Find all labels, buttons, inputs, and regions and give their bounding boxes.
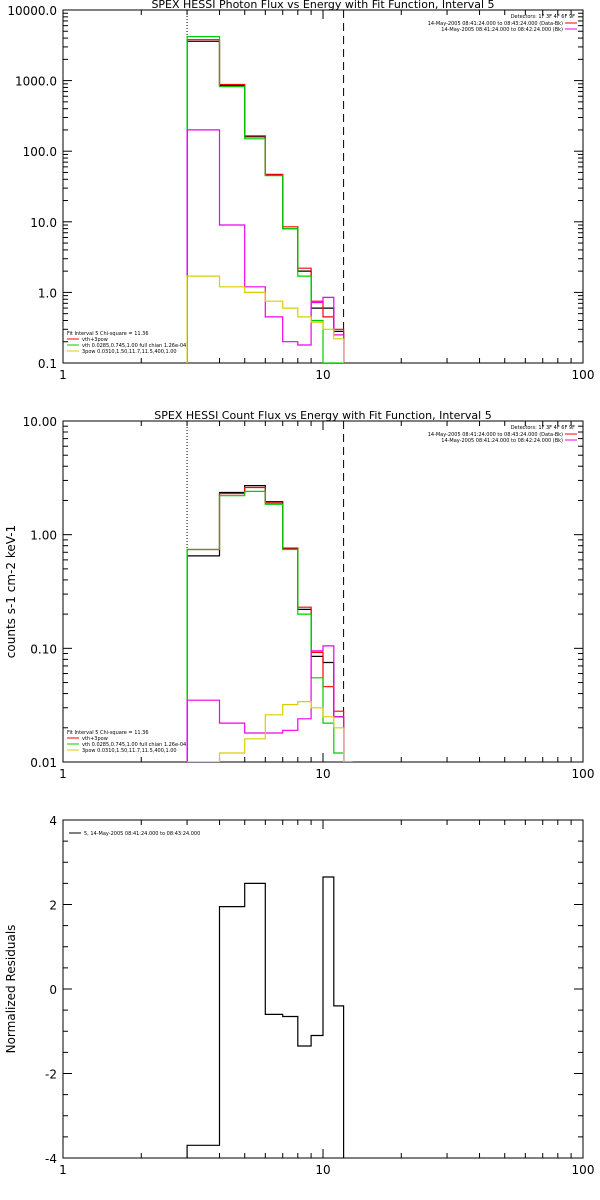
fit-legend-text: vth 0.0285,0.745,1.00 full chian 1.26e-0… [82,343,186,349]
y-axis-label: counts s-1 cm-2 keV-1 [4,525,18,658]
y-tick-label: 10.00 [23,415,57,429]
series-line-1 [186,876,345,1158]
series-line-5 [187,701,353,762]
x-tick-label: 1 [59,368,67,382]
fit-legend-text: vth+3pow [82,337,108,343]
x-tick-label: 1 [59,767,67,781]
y-tick-label: 10.0 [30,216,57,230]
time-label: 14-May-2005 08:41:24.000 to 08:42:24.000… [441,438,563,444]
x-tick-label: 10 [315,767,330,781]
fit-legend-text: vth+3pow [82,736,108,742]
y-tick-label: 100.0 [23,145,57,159]
fit-legend-text: 3pow 0.0310,1.50,11.7,11.5,400,1.00 [82,349,177,355]
y-tick-label: 0 [49,983,57,997]
y-tick-label: 1.0 [38,286,57,300]
series-line-4 [186,645,353,762]
fit-legend-text: Fit Interval 5 Chi-square = 11.36 [67,331,149,337]
time-label: 14-May-2005 08:41:24.000 to 08:42:24.000… [441,27,563,33]
y-tick-label: 0.01 [30,756,57,770]
x-tick-label: 100 [572,1163,595,1177]
y-tick-label: -4 [45,1152,57,1166]
fit-legend-text: 3pow 0.0310,1.50,11.7,11.5,400,1.00 [82,748,177,754]
x-tick-label: 100 [572,767,595,781]
y-tick-label: 1000.0 [15,75,57,89]
chart-3 [62,819,584,1159]
y-tick-label: 1.00 [30,529,57,543]
chart-title: SPEX HESSI Photon Flux vs Energy with Fi… [151,0,494,11]
series-line-1 [186,485,353,762]
y-tick-label: -2 [45,1068,57,1082]
y-tick-label: 0.10 [30,642,57,656]
detectors-label: Detectors: 1F 3F 4F 6F 9F [511,425,575,431]
residual-legend-text: 5, 14-May-2005 08:41:24.000 to 08:43:24.… [84,831,200,837]
x-tick-label: 1 [59,1163,67,1177]
detectors-label: Detectors: 1F 3F 4F 6F 9F [511,14,575,20]
y-tick-label: 0.1 [38,357,57,371]
chart-title: SPEX HESSI Count Flux vs Energy with Fit… [154,409,491,422]
x-tick-label: 10 [315,368,330,382]
y-tick-label: 10000.0 [7,4,57,18]
chart-2 [62,420,584,763]
x-tick-label: 10 [315,1163,330,1177]
y-tick-label: 4 [49,814,57,828]
series-line-3 [186,490,353,762]
time-label: 14-May-2005 08:41:24.000 to 08:43:24.000… [428,432,563,438]
chart-1 [62,9,584,364]
series-line-5 [186,275,345,363]
series-line-2 [186,39,345,363]
y-axis-label: Normalized Residuals [4,925,18,1054]
series-group [186,485,353,762]
y-tick-label: 2 [49,899,57,913]
series-line-2 [186,486,353,762]
fit-legend-text: Fit Interval 5 Chi-square = 11.36 [67,730,149,736]
series-group [186,36,345,363]
time-label: 14-May-2005 08:41:24.000 to 08:43:24.000… [428,21,563,27]
x-tick-label: 100 [572,368,595,382]
series-group [186,876,345,1158]
fit-legend-text: vth 0.0285,0.745,1.00 full chian 1.26e-0… [82,742,186,748]
series-line-4 [186,129,345,363]
